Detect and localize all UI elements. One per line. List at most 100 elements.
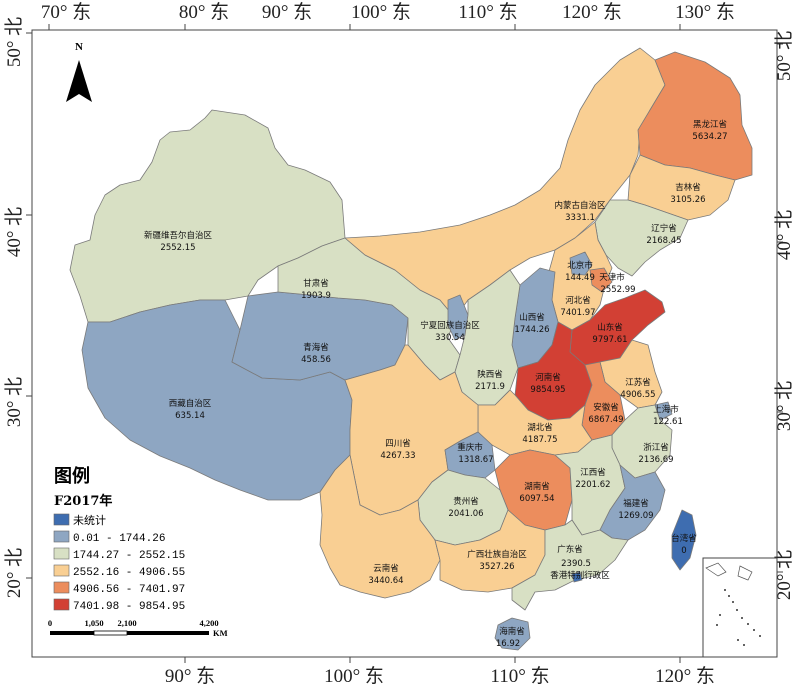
lon-tick-top: 80° 东	[179, 1, 229, 23]
legend-swatch	[53, 513, 70, 526]
lat-tick-left: 40° 北	[3, 207, 25, 257]
legend-item-label: 1744.27 - 2552.15	[73, 550, 185, 562]
province-value-label: 9854.95	[530, 385, 565, 395]
lat-tick-right: 30° 北	[773, 381, 795, 431]
province-value-label: 4906.55	[620, 390, 655, 400]
province-name-label: 青海省	[303, 342, 329, 353]
legend: 图例 F2017年 未统计 0.01 - 1744.26 1744.27 - 255…	[53, 465, 185, 613]
scale-unit: KM	[213, 628, 228, 638]
province-guangdong[interactable]	[511, 519, 629, 611]
legend-title: 图例	[54, 465, 90, 487]
province-tianjin[interactable]	[589, 267, 613, 293]
legend-swatch	[53, 598, 70, 611]
province-value-label: 2201.62	[575, 480, 610, 490]
legend-item-label: 7401.98 - 9854.95	[73, 601, 185, 613]
province-name-label: 吉林省	[675, 182, 701, 193]
province-layer	[69, 47, 753, 651]
province-value-label: 1318.67	[458, 455, 493, 465]
scale-label: 4,200	[199, 618, 218, 628]
province-value-label: 144.49	[565, 273, 595, 283]
province-qinghai[interactable]	[231, 291, 409, 381]
province-name-label: 台湾省	[671, 533, 697, 544]
province-name-label: 安徽省	[593, 402, 619, 413]
graticule-ticks	[26, 24, 783, 663]
province-name-label: 河南省	[535, 372, 561, 383]
south-china-sea-inset	[702, 557, 778, 658]
lon-tick-top: 110° 东	[458, 1, 517, 23]
north-arrow: N	[66, 41, 92, 102]
province-name-label: 广西壮族自治区	[467, 549, 527, 560]
province-value-label: 2552.99	[600, 285, 635, 295]
legend-item-label: 4906.56 - 7401.97	[73, 584, 185, 596]
scale-bar: 0 1,050 2,100 4,200 KM	[48, 618, 228, 638]
province-hainan[interactable]	[494, 617, 531, 651]
lat-tick-left: 50° 北	[3, 17, 25, 67]
province-name-label: 甘肃省	[303, 278, 329, 289]
province-value-label: 5634.27	[692, 132, 727, 142]
province-yunnan[interactable]	[319, 454, 441, 599]
legend-item-label: 0.01 - 1744.26	[73, 533, 165, 545]
lon-tick-bottom: 110° 东	[490, 665, 549, 687]
lon-tick-top: 130° 东	[675, 1, 735, 23]
province-name-label: 黑龙江省	[693, 119, 728, 130]
province-name-label: 湖南省	[524, 481, 550, 492]
province-value-label: 635.14	[175, 411, 205, 421]
lat-tick-left: 30° 北	[3, 377, 25, 427]
lat-tick-right: 40° 北	[773, 210, 795, 260]
legend-swatch	[53, 530, 70, 543]
lat-tick-right: 20° 北	[773, 550, 795, 600]
province-name-label: 宁夏回族自治区	[420, 320, 480, 331]
province-value-label: 2168.45	[646, 236, 681, 246]
province-name-label: 重庆市	[457, 442, 483, 453]
province-value-label: 2136.69	[638, 455, 673, 465]
province-name-label: 海南省	[499, 626, 525, 637]
province-name-label: 广东省	[557, 544, 583, 555]
lat-tick-right: 50° 北	[773, 31, 795, 81]
province-value-label: 1269.09	[618, 511, 653, 521]
province-name-label: 新疆维吾尔自治区	[144, 230, 213, 241]
province-name-label: 贵州省	[453, 496, 479, 507]
lon-tick-top: 120° 东	[562, 1, 622, 23]
province-value-label: 16.92	[496, 639, 520, 649]
province-value-label: 1903.9	[301, 291, 331, 301]
lon-tick-bottom: 100° 东	[324, 665, 384, 687]
province-name-label: 天津市	[599, 272, 625, 283]
province-taiwan[interactable]	[671, 509, 697, 571]
province-value-label: 2390.5	[561, 559, 591, 569]
province-fujian[interactable]	[599, 464, 666, 541]
province-name-label: 湖北省	[527, 422, 553, 433]
scale-label: 1,050	[84, 618, 103, 628]
lon-tick-bottom: 90° 东	[165, 665, 215, 687]
province-name-label: 陕西省	[477, 369, 503, 380]
province-name-label: 浙江省	[643, 442, 669, 453]
province-value-label: 3527.26	[479, 562, 514, 572]
province-name-label: 辽宁省	[651, 223, 677, 234]
province-value-label: 3440.64	[368, 576, 403, 586]
legend-swatch	[53, 581, 70, 594]
province-value-label: 4187.75	[522, 435, 557, 445]
lon-tick-top: 70° 东	[41, 1, 91, 23]
province-hongkong[interactable]	[571, 571, 583, 583]
province-value-label: 9797.61	[592, 335, 627, 345]
province-name-label: 福建省	[623, 498, 649, 509]
province-name-label: 内蒙古自治区	[554, 200, 606, 211]
province-name-label: 江西省	[580, 467, 606, 478]
province-value-label: 0	[681, 546, 686, 556]
province-value-label: 6097.54	[519, 494, 554, 504]
province-value-label: 458.56	[301, 355, 331, 365]
province-value-label: 3331.1	[565, 213, 595, 223]
province-beijing[interactable]	[569, 251, 593, 276]
province-name-label: 香港特别行政区	[550, 570, 610, 581]
province-value-label: 1744.26	[514, 325, 549, 335]
scale-label: 0	[48, 618, 52, 628]
province-value-label: 4267.33	[380, 451, 415, 461]
province-name-label: 山西省	[519, 312, 545, 323]
lon-tick-top: 90° 东	[262, 1, 312, 23]
lat-tick-left: 20° 北	[3, 548, 25, 598]
province-hubei[interactable]	[477, 389, 593, 456]
legend-swatch	[53, 547, 70, 560]
province-value-label: 122.61	[653, 417, 683, 427]
province-name-label: 河北省	[565, 295, 591, 306]
province-value-label: 2552.15	[160, 243, 195, 253]
province-label-layer: 新疆维吾尔自治区 2552.15 西藏自治区 635.14 青海省 458.56…	[144, 119, 728, 649]
